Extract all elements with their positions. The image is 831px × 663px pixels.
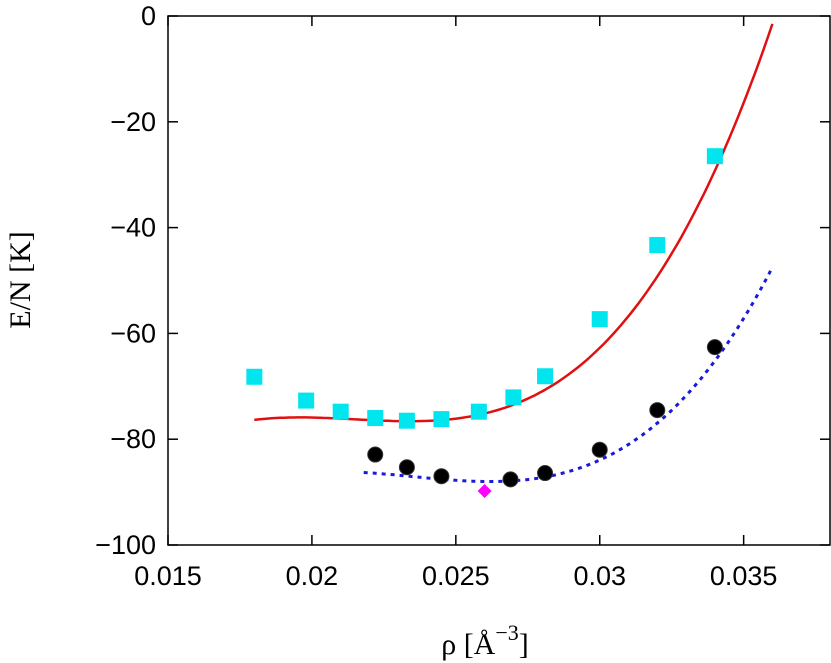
square-marker xyxy=(706,148,723,165)
square-marker xyxy=(433,411,450,428)
solid-fit-line xyxy=(254,23,774,423)
data-points xyxy=(246,148,723,499)
plot-frame xyxy=(167,15,831,546)
y-tick-label: −40 xyxy=(110,213,156,243)
y-tick-label: 0 xyxy=(141,1,156,31)
circle-marker xyxy=(502,471,519,488)
y-axis-ticks: −100 −80 −60 −40 −20 0 xyxy=(95,1,830,560)
fit-curves xyxy=(254,23,774,483)
x-tick-label: 0.02 xyxy=(286,561,339,591)
circle-marker xyxy=(398,459,415,476)
square-marker xyxy=(398,412,415,429)
y-axis-title: E/N [K] xyxy=(4,231,37,328)
diamond-marker xyxy=(477,484,492,499)
square-marker xyxy=(367,410,384,427)
x-tick-label: 0.03 xyxy=(573,561,626,591)
x-axis-title-sup: −3 xyxy=(495,620,518,645)
x-axis-title-main: ρ [Å xyxy=(441,628,495,661)
y-tick-label: −100 xyxy=(95,530,156,560)
square-marker xyxy=(298,392,315,409)
circle-marker xyxy=(591,441,608,458)
y-tick-label: −60 xyxy=(110,318,156,348)
x-tick-label: 0.015 xyxy=(134,561,202,591)
circle-marker xyxy=(367,446,384,463)
x-axis-ticks: 0.015 0.02 0.025 0.03 0.035 xyxy=(134,16,777,591)
y-tick-label: −20 xyxy=(110,107,156,137)
x-axis-title: ρ [Å−3] xyxy=(441,620,529,661)
square-marker xyxy=(505,389,522,406)
circle-marker xyxy=(706,339,723,356)
square-marker xyxy=(246,368,263,385)
circle-marker xyxy=(537,465,554,482)
x-tick-label: 0.035 xyxy=(710,561,778,591)
y-tick-label: −80 xyxy=(110,424,156,454)
square-marker xyxy=(470,403,487,420)
x-tick-label: 0.025 xyxy=(422,561,490,591)
x-axis-title-end: ] xyxy=(519,628,529,661)
circle-marker xyxy=(433,468,450,485)
square-marker xyxy=(537,368,554,385)
circle-marker xyxy=(649,402,666,419)
square-marker xyxy=(591,311,608,328)
square-marker xyxy=(332,403,349,420)
square-marker xyxy=(649,237,666,254)
